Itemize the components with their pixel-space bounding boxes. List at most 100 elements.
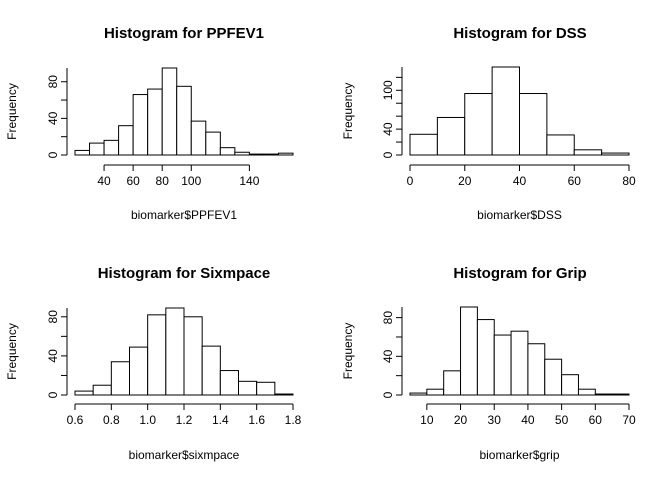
histogram-bar (165, 307, 185, 396)
x-tick-label: 100 (181, 174, 201, 188)
x-tick-label: 1.6 (248, 413, 265, 427)
histogram-bar (460, 306, 478, 396)
x-tick-label: 40 (521, 413, 535, 427)
y-tick-label: 40 (46, 349, 60, 363)
histogram-bar (274, 393, 294, 396)
chart-title: Histogram for DSS (453, 25, 586, 42)
histogram-bar (561, 374, 579, 396)
histogram-bar (546, 134, 575, 156)
x-tick-label: 20 (454, 413, 468, 427)
histogram-bar (256, 381, 276, 396)
histogram-bar (544, 358, 563, 396)
x-tick-label: 40 (513, 174, 527, 188)
x-tick-label: 10 (420, 413, 434, 427)
histogram-grip: Histogram for Grip 10 20 30 40 50 60 70 0 40 80 bio… (341, 265, 636, 462)
y-axis-label: Frequency (5, 323, 19, 380)
histogram-bar (74, 390, 94, 396)
x-tick-label: 1.4 (212, 413, 229, 427)
histogram-bar (409, 133, 438, 156)
histogram-bar (436, 116, 466, 156)
y-tick-label: 40 (381, 349, 395, 363)
histogram-bar (74, 149, 91, 156)
y-tick-label: 0 (46, 151, 60, 158)
x-tick-label: 1.8 (285, 413, 302, 427)
histogram-sixmpace: Histogram for Sixmpace 0.6 0.8 1.0 1.2 1.4 1.6… (5, 265, 302, 462)
y-tick-label: 80 (381, 311, 395, 325)
histogram-bar (577, 388, 596, 396)
histogram-bar (573, 149, 603, 156)
x-tick-label: 80 (622, 174, 636, 188)
y-tick-label: 0 (381, 391, 395, 398)
histogram-bar (238, 380, 258, 396)
x-tick-label: 30 (488, 413, 502, 427)
histogram-bar (205, 131, 221, 156)
histogram-bar (92, 384, 112, 396)
histogram-bar (110, 361, 131, 396)
chart-title: Histogram for Grip (453, 265, 586, 282)
histogram-bar (527, 343, 546, 396)
histogram-bar (103, 139, 120, 156)
histogram-bar (183, 316, 203, 396)
x-tick-label: 50 (555, 413, 569, 427)
y-axis-label: Frequency (5, 83, 19, 140)
y-tick-label: 80 (46, 310, 60, 324)
y-tick-label: 40 (46, 111, 60, 125)
histogram-bar (263, 153, 279, 156)
x-tick-label: 140 (239, 174, 259, 188)
histogram-bar (161, 67, 178, 156)
histogram-bar (248, 153, 265, 156)
histogram-bar (409, 392, 428, 396)
histogram-bar (594, 393, 613, 396)
histogram-bar (493, 334, 512, 396)
y-tick-label: 0 (46, 391, 60, 398)
histogram-bar (611, 393, 630, 396)
histogram-bar (132, 94, 149, 156)
x-axis-label: biomarker$grip (479, 448, 559, 462)
histogram-ppfev1: Histogram for PPFEV1 40 60 80 100 140 0 40 80 bio… (5, 25, 294, 222)
y-tick-label: 100 (381, 80, 395, 100)
y-tick-label: 0 (381, 151, 395, 158)
histogram-bar (519, 93, 548, 156)
histogram-bar (118, 125, 134, 156)
histogram-bar (219, 370, 239, 396)
histogram-dss: Histogram for DSS 0 20 40 60 80 0 40 100 biomarke… (341, 25, 636, 222)
x-tick-label: 40 (97, 174, 111, 188)
histogram-bar (219, 147, 236, 156)
chart-title: Histogram for PPFEV1 (104, 25, 264, 42)
x-tick-label: 1.2 (176, 413, 193, 427)
x-tick-label: 20 (458, 174, 472, 188)
histogram-bar (190, 120, 207, 156)
y-tick-label: 80 (46, 75, 60, 89)
y-tick-label: 40 (381, 122, 395, 136)
histogram-bar (234, 151, 250, 156)
x-tick-label: 60 (589, 413, 603, 427)
histogram-bar (89, 142, 105, 156)
y-axis-label: Frequency (341, 83, 355, 140)
x-tick-label: 0.6 (67, 413, 84, 427)
x-tick-label: 70 (622, 413, 636, 427)
histogram-bar (510, 330, 529, 396)
x-axis-label: biomarker$DSS (477, 208, 562, 222)
histogram-bar (476, 319, 495, 396)
x-tick-label: 60 (126, 174, 140, 188)
histogram-bar (464, 93, 493, 156)
x-tick-label: 80 (156, 174, 170, 188)
histogram-bar (601, 152, 630, 156)
histogram-bar (277, 152, 294, 156)
y-axis-label: Frequency (341, 323, 355, 380)
histogram-bar (491, 66, 520, 156)
histogram-bar (129, 346, 149, 396)
x-tick-label: 1.0 (139, 413, 156, 427)
histogram-bar (201, 345, 221, 396)
histogram-bar (147, 88, 163, 156)
x-axis-label: biomarker$sixmpace (129, 448, 240, 462)
x-axis-label: biomarker$PPFEV1 (131, 208, 237, 222)
x-tick-label: 0 (407, 174, 414, 188)
histogram-bar (176, 85, 192, 156)
histogram-bar (147, 314, 167, 396)
x-tick-label: 60 (568, 174, 582, 188)
histogram-bar (426, 388, 445, 396)
x-tick-label: 0.8 (103, 413, 120, 427)
histogram-bar (443, 370, 462, 396)
